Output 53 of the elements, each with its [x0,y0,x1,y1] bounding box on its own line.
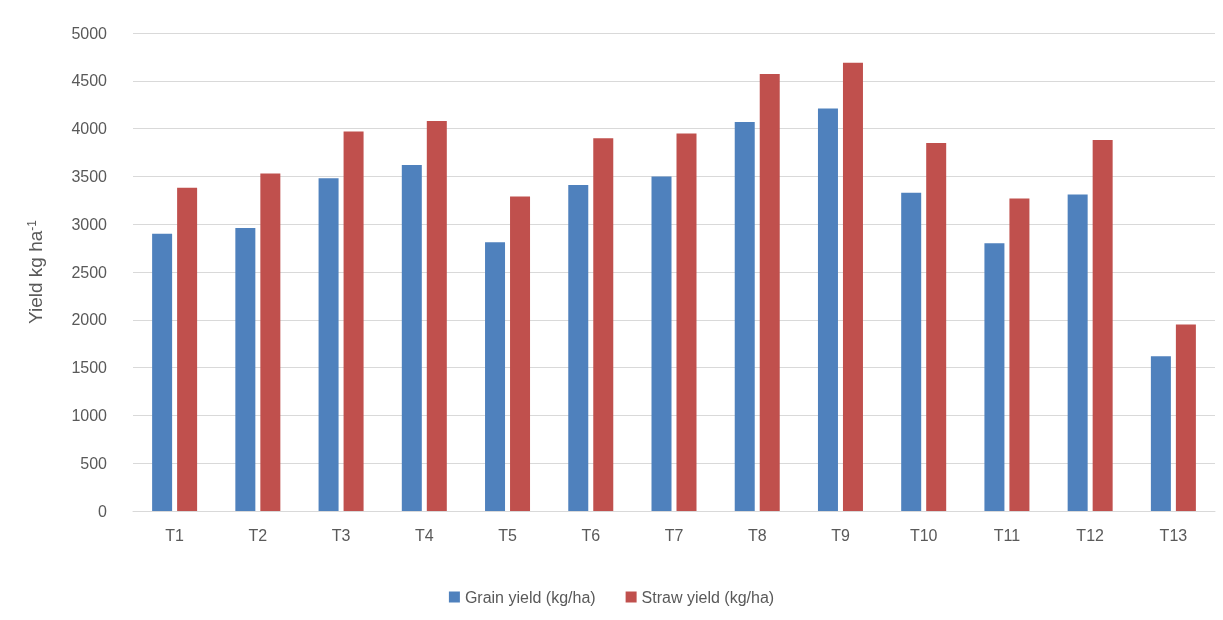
y-axis-title: Yield kg ha-1 [25,219,46,324]
bar [593,138,614,511]
x-tick-label: T11 [993,526,1021,544]
y-tick-label: 5000 [71,24,108,42]
bar [260,173,281,511]
bar [817,108,838,511]
y-tick-label: 4000 [71,120,108,138]
bar [984,243,1005,511]
bar [651,176,672,511]
y-tick-label: 3000 [71,215,108,233]
y-tick-label: 0 [98,502,108,520]
x-tick-label: T6 [581,526,601,544]
x-tick-label: T2 [248,526,268,544]
x-tick-label: T4 [414,526,434,544]
bar [318,178,339,511]
x-tick-label: T1 [165,526,185,544]
bar [177,187,198,511]
bar [901,192,922,511]
x-tick-label: T9 [831,526,850,544]
x-tick-label: T7 [664,526,684,544]
bar [1175,324,1196,511]
bar [1009,198,1030,511]
x-tick-label: T12 [1076,526,1105,544]
bar [1067,194,1088,511]
x-tick-label: T3 [331,526,351,544]
bar [676,133,697,511]
y-tick-label: 3500 [71,167,108,185]
bar [926,142,947,511]
bar [343,131,364,511]
y-tick-label: 1000 [71,406,108,424]
bar [1092,140,1113,511]
x-tick-label: T8 [747,526,767,544]
bar [842,62,863,511]
y-tick-label: 4500 [71,72,108,90]
x-tick-label: T13 [1159,526,1188,544]
x-tick-label: T10 [909,526,938,544]
bar [759,74,780,511]
bar [426,120,447,511]
y-tick-label: 500 [80,454,108,472]
bar [235,228,256,511]
bar [401,164,422,511]
bar [485,242,506,511]
legend-label: Grain yield (kg/ha) [464,588,596,606]
bar [734,121,755,511]
bar [152,233,173,511]
x-tick-label: T5 [498,526,517,544]
bar [568,185,589,511]
legend-label: Straw yield (kg/ha) [641,588,775,606]
y-tick-label: 2000 [71,311,108,329]
y-tick-label: 1500 [71,359,108,377]
bar [510,196,531,511]
bar [1150,356,1171,511]
y-tick-label: 2500 [71,263,108,281]
